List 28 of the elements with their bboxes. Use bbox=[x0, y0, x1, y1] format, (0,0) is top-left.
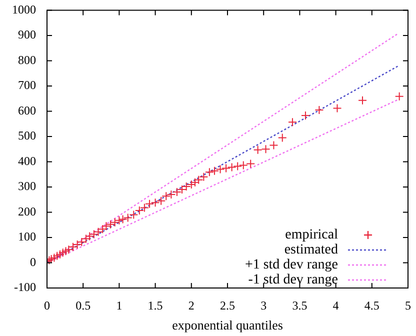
y-tick-label: 1000 bbox=[12, 2, 36, 16]
x-tick-label: 1 bbox=[116, 298, 122, 312]
x-tick-label: 3 bbox=[260, 298, 267, 312]
y-tick-label: 0 bbox=[30, 254, 36, 269]
x-tick-label: 0 bbox=[44, 298, 50, 312]
x-tick-label: 4.5 bbox=[364, 298, 380, 312]
y-tick-label: 900 bbox=[18, 28, 36, 42]
legend-label: estimated bbox=[284, 242, 338, 258]
x-tick-label: 1.5 bbox=[148, 298, 163, 312]
y-tick-label: 300 bbox=[18, 179, 36, 194]
x-tick-label: 2 bbox=[188, 298, 194, 312]
y-tick-label: -100 bbox=[14, 280, 36, 294]
y-tick-label: 500 bbox=[18, 128, 36, 143]
y-tick-label: 100 bbox=[18, 230, 36, 244]
y-tick-label: 600 bbox=[18, 103, 36, 118]
x-tick-label: 2.5 bbox=[220, 298, 235, 312]
x-tick-label: 5 bbox=[405, 298, 411, 312]
x-tick-label: 4 bbox=[332, 298, 339, 312]
legend-label: -1 std dev range bbox=[248, 272, 338, 288]
y-tick-label: 700 bbox=[18, 78, 36, 92]
x-tick-label: 3.5 bbox=[292, 298, 308, 312]
x-axis-title: exponential quantiles bbox=[172, 318, 283, 333]
legend-label: empirical bbox=[285, 228, 338, 243]
x-tick-label: 0.5 bbox=[76, 298, 91, 312]
y-tick-label: 200 bbox=[18, 204, 36, 218]
y-tick-label: 800 bbox=[18, 52, 36, 67]
legend-label: +1 std dev range bbox=[244, 258, 338, 273]
y-tick-label: 400 bbox=[18, 154, 36, 168]
